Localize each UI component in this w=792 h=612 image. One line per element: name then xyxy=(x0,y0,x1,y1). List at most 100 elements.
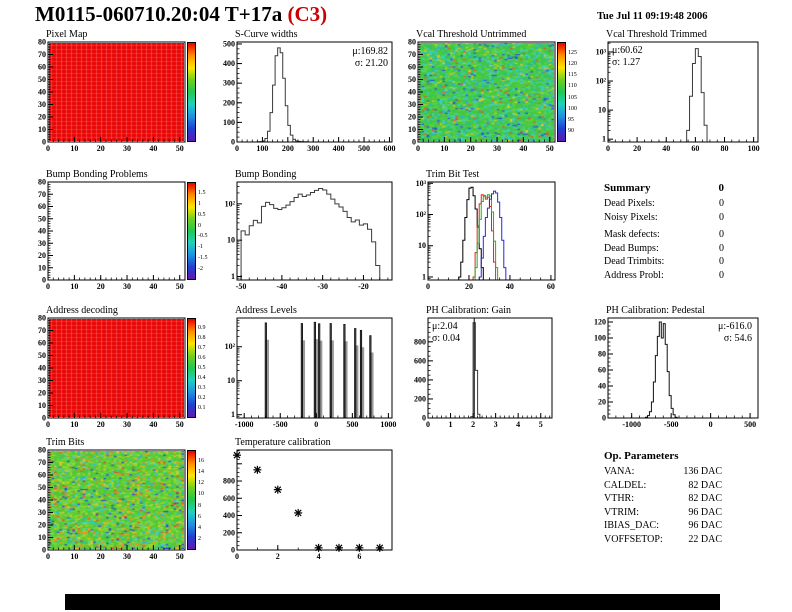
svg-text:400: 400 xyxy=(223,511,235,520)
svg-text:200: 200 xyxy=(414,394,426,403)
svg-text:30: 30 xyxy=(123,144,131,153)
svg-text:70: 70 xyxy=(38,190,46,199)
row-label: Noisy Pixels: xyxy=(604,211,658,223)
svg-text:50: 50 xyxy=(546,144,554,153)
svg-text:60: 60 xyxy=(598,366,606,375)
stat-mu: μ:60.62 xyxy=(612,45,643,56)
svg-text:10: 10 xyxy=(38,533,46,542)
svg-text:50: 50 xyxy=(38,351,46,360)
svg-text:1: 1 xyxy=(231,410,235,419)
spike xyxy=(369,335,372,418)
op-parameter-row: CALDEL: 82 DAC xyxy=(604,479,722,493)
y-axis: 0 10 20 30 40 50 60 70 80 xyxy=(408,38,423,147)
svg-text:-500: -500 xyxy=(664,420,679,429)
colorbar-label: 0.6 xyxy=(198,355,206,361)
svg-text:10²: 10² xyxy=(416,210,427,219)
svg-text:20: 20 xyxy=(38,389,46,398)
svg-text:40: 40 xyxy=(506,282,514,291)
svg-text:10³: 10³ xyxy=(596,47,607,56)
spike xyxy=(329,323,332,418)
plot-frame xyxy=(607,317,759,419)
svg-text:30: 30 xyxy=(38,508,46,517)
trim-bits-plot: 0 10 20 30 40 50 0 10 20 30 40 50 60 70 80 xyxy=(38,446,186,561)
y-axis: 0 10 20 30 40 50 60 70 80 xyxy=(38,314,53,423)
plot-title: Bump Bonding xyxy=(235,169,297,180)
svg-text:60: 60 xyxy=(38,471,46,480)
summary-row: Dead Pixels: 0 xyxy=(604,197,724,211)
y-axis: 1 10 10² 10³ xyxy=(596,42,613,144)
svg-text:800: 800 xyxy=(223,477,235,486)
spike xyxy=(343,324,346,418)
svg-text:600: 600 xyxy=(414,356,426,365)
svg-text:20: 20 xyxy=(408,113,416,122)
row-value: 0 xyxy=(719,242,724,254)
svg-text:10: 10 xyxy=(598,106,606,115)
summary-row: Dead Trimbits: 0 xyxy=(604,255,724,269)
svg-text:-50: -50 xyxy=(236,282,247,291)
plot-title: PH Calibration: Pedestal xyxy=(606,305,705,316)
colorbar-label: 115 xyxy=(568,72,577,79)
svg-text:10³: 10³ xyxy=(416,179,427,188)
svg-text:20: 20 xyxy=(633,144,641,153)
svg-text:60: 60 xyxy=(408,63,416,72)
op-parameters-heading: Op. Parameters xyxy=(604,450,679,462)
svg-text:30: 30 xyxy=(38,100,46,109)
svg-text:4: 4 xyxy=(516,420,520,429)
page-grade: (C3) xyxy=(287,2,328,26)
plot-frame xyxy=(47,317,186,419)
histogram-outline xyxy=(237,187,392,281)
svg-text:0: 0 xyxy=(42,414,46,423)
colorbar-label: 2 xyxy=(198,535,201,542)
spike xyxy=(354,328,357,418)
timestamp: Tue Jul 11 09:19:48 2006 xyxy=(597,11,708,22)
gain-stats: μ:2.04 σ: 0.04 xyxy=(432,321,460,345)
stat-sigma: σ: 1.27 xyxy=(612,57,641,68)
colorbar-label: 16 xyxy=(198,458,204,465)
colorbar-label: 14 xyxy=(198,469,204,476)
svg-text:0: 0 xyxy=(602,414,606,423)
pedestal-stats: μ:-616.0 σ: 54.6 xyxy=(674,321,752,345)
y-axis: 0 200 400 600 800 xyxy=(414,317,433,423)
colorbar-label: 6 xyxy=(198,513,201,520)
row-value: 96 DAC xyxy=(688,506,722,518)
x-axis: 0 20 40 60 xyxy=(426,275,555,291)
svg-text:1: 1 xyxy=(449,420,453,429)
svg-text:-1000: -1000 xyxy=(622,420,641,429)
op-parameter-row: VTHR: 82 DAC xyxy=(604,492,722,506)
svg-text:100: 100 xyxy=(223,118,235,127)
address-decoding-map xyxy=(49,319,184,417)
vcal-threshold-untrimmed-plot: 0 10 20 30 40 50 0 10 20 30 40 50 60 70 80 xyxy=(408,38,556,153)
page-title: M0115-060710.20:04 T+17a (C3) xyxy=(35,2,327,27)
row-label: Dead Bumps: xyxy=(604,242,659,254)
summary-heading: Summary xyxy=(604,182,651,194)
svg-text:40: 40 xyxy=(149,282,157,291)
svg-text:0: 0 xyxy=(709,420,713,429)
svg-text:40: 40 xyxy=(38,227,46,236)
svg-text:10: 10 xyxy=(408,125,416,134)
colorbar-label: 110 xyxy=(568,83,577,90)
row-label: VOFFSETOP: xyxy=(604,533,663,545)
svg-text:20: 20 xyxy=(38,521,46,530)
ph-calibration-gain-panel: PH Calibration: Gain 0 1 2 3 4 5 0 200 400 600 800 xyxy=(414,305,553,429)
stat-sigma: σ: 21.20 xyxy=(354,58,388,69)
summary-panel: Summary 0 Dead Pixels: 0 Noisy Pixels: 0 Mas… xyxy=(604,182,724,282)
plot-title: Vcal Threshold Trimmed xyxy=(606,29,707,40)
svg-text:2: 2 xyxy=(471,420,475,429)
svg-text:0: 0 xyxy=(606,144,610,153)
svg-text:70: 70 xyxy=(38,326,46,335)
svg-text:0: 0 xyxy=(426,420,430,429)
colorbar-label: 8 xyxy=(198,502,201,509)
svg-text:30: 30 xyxy=(38,376,46,385)
svg-text:80: 80 xyxy=(408,38,416,47)
svg-text:1: 1 xyxy=(422,272,426,281)
y-axis: 0 100 200 300 400 500 xyxy=(223,39,242,147)
svg-text:300: 300 xyxy=(307,144,319,153)
svg-text:-20: -20 xyxy=(358,282,369,291)
svg-text:60: 60 xyxy=(547,282,555,291)
row-value: 0 xyxy=(719,269,724,281)
svg-text:10: 10 xyxy=(38,401,46,410)
svg-text:30: 30 xyxy=(493,144,501,153)
svg-text:70: 70 xyxy=(38,50,46,59)
colorbar-label: 0.5 xyxy=(198,365,206,371)
vcal-trimmed-stats: μ:60.62 σ: 1.27 xyxy=(612,45,643,69)
